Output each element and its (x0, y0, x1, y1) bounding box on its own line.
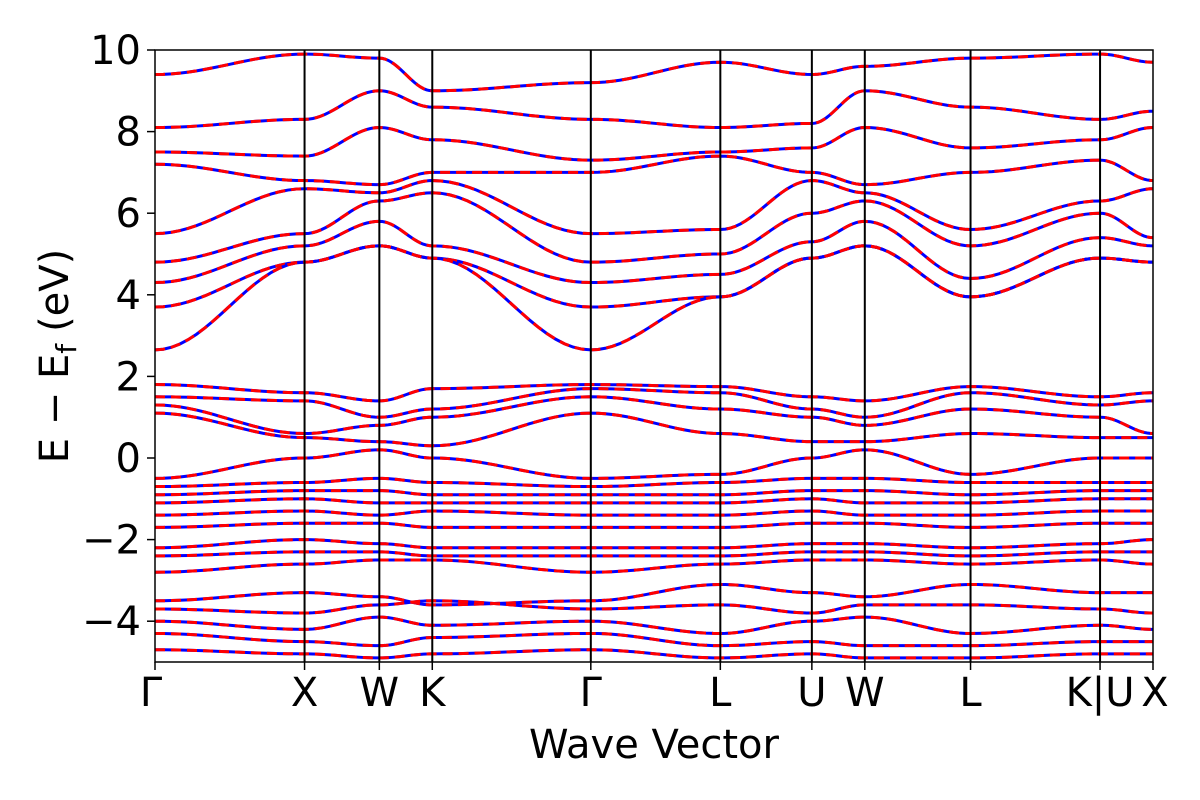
bands-layer (155, 52, 1153, 660)
x-tick-label-4: Γ (580, 670, 603, 716)
y-tick-label-3: 2 (116, 354, 141, 400)
y-tick-label-1: −2 (82, 518, 141, 564)
y-tick-label-0: −4 (82, 599, 141, 645)
x-tick-label-8: L (959, 670, 982, 716)
x-axis: Γ X W K Γ L U W L K|U X (140, 662, 1169, 716)
x-tick-label-7: W (845, 670, 885, 716)
x-tick-label-0: Γ (140, 670, 163, 716)
y-tick-label-2: 0 (116, 436, 141, 482)
y-axis: −4 −2 0 2 4 6 8 10 (82, 28, 155, 645)
y-axis-label-main: E − E (32, 354, 78, 464)
band-line-dashed-6 (155, 219, 1153, 285)
x-tick-label-6: U (797, 670, 826, 716)
y-axis-label-subscript: f (50, 343, 83, 354)
y-axis-label: E − Ef (eV) (32, 249, 83, 464)
band-line-dashed-12 (155, 411, 1153, 448)
high-symmetry-lines (303, 50, 1102, 662)
x-tick-label-3: K (419, 670, 447, 716)
band-line-dashed-8 (155, 244, 1153, 352)
plot-frame (154, 49, 1154, 663)
x-axis-label: Wave Vector (529, 722, 780, 768)
x-tick-label-5: L (709, 670, 732, 716)
y-tick-label-7: 10 (90, 28, 141, 74)
y-tick-label-6: 8 (116, 110, 141, 156)
band-line-dashed-13 (155, 448, 1153, 480)
x-tick-label-9: K|U (1066, 670, 1135, 716)
y-tick-label-4: 4 (116, 273, 141, 319)
y-axis-label-unit: (eV) (32, 249, 78, 332)
band-line-dashed-1 (155, 89, 1153, 130)
band-line-dashed-11 (155, 395, 1153, 436)
y-tick-label-5: 6 (116, 191, 141, 237)
x-tick-label-10: X (1141, 670, 1168, 716)
x-tick-label-2: W (360, 670, 400, 716)
x-tick-label-1: X (291, 670, 318, 716)
